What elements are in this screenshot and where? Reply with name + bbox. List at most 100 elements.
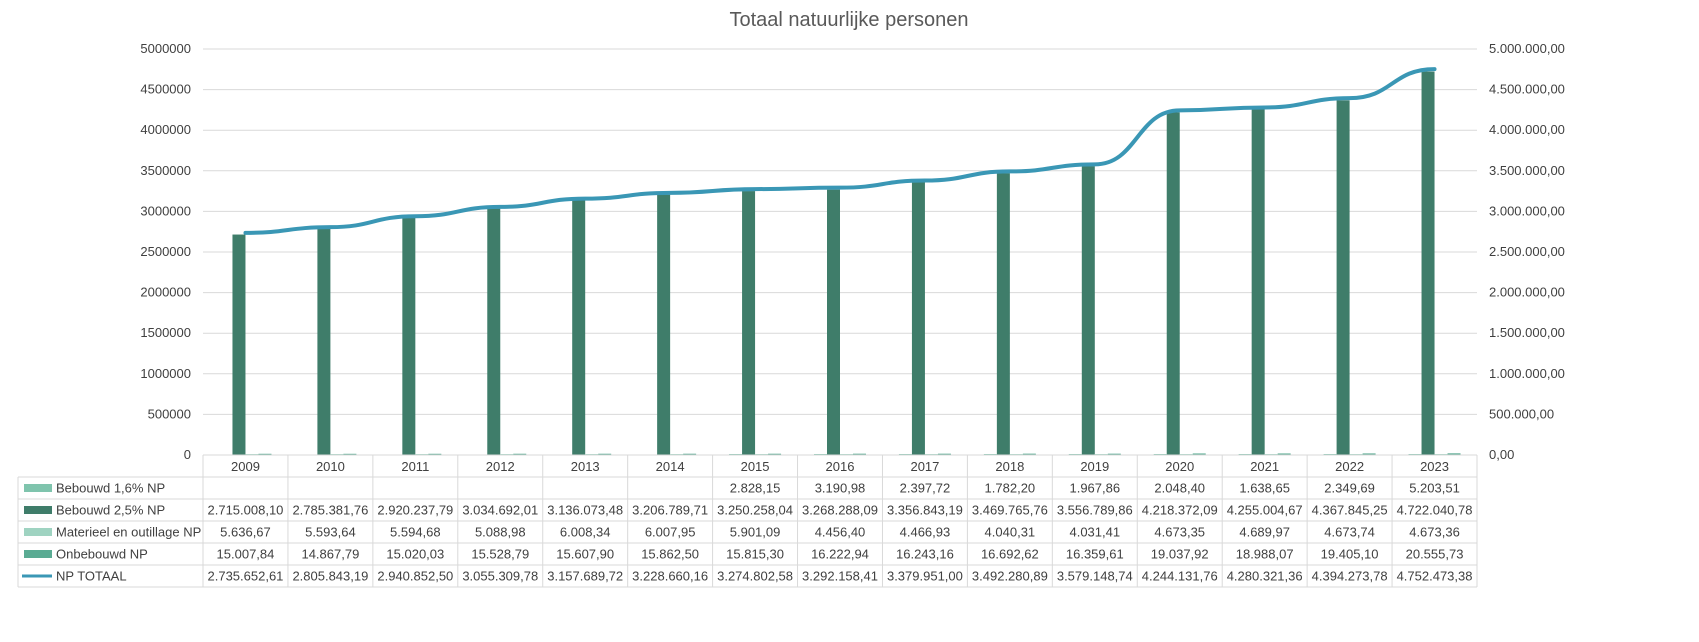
bar-onbebouwd [937, 453, 951, 455]
x-category-label: 2016 [826, 459, 855, 474]
table-cell-bebouwd16: 2.397,72 [900, 481, 951, 496]
bar-onbebouwd [598, 453, 612, 455]
bar-bebouwd25 [402, 217, 416, 455]
table-cell-onbebouwd: 18.988,07 [1236, 547, 1294, 562]
table-cell-onbebouwd: 15.020,03 [386, 547, 444, 562]
table-cell-bebouwd16: 2.349,69 [1324, 481, 1375, 496]
y-left-tick-label: 0 [184, 447, 191, 462]
y-left-tick-label: 1500000 [140, 325, 191, 340]
table-cell-onbebouwd: 16.222,94 [811, 547, 869, 562]
table-cell-materieel: 5.594,68 [390, 525, 441, 540]
table-cell-onbebouwd: 19.405,10 [1321, 547, 1379, 562]
table-cell-onbebouwd: 20.555,73 [1406, 547, 1464, 562]
bar-bebouwd25 [996, 173, 1010, 456]
x-category-label: 2013 [571, 459, 600, 474]
table-cell-bebouwd25: 4.255.004,67 [1227, 503, 1303, 518]
table-cell-totaal: 3.492.280,89 [972, 569, 1048, 584]
table-cell-materieel: 6.008,34 [560, 525, 611, 540]
table-cell-bebouwd16: 1.638,65 [1239, 481, 1290, 496]
y-right-tick-label: 3.500.000,00 [1489, 163, 1565, 178]
table-cell-bebouwd16: 3.190,98 [815, 481, 866, 496]
table-cell-materieel: 4.456,40 [815, 525, 866, 540]
table-cell-totaal: 4.244.131,76 [1142, 569, 1218, 584]
table-cell-bebouwd16: 2.048,40 [1154, 481, 1205, 496]
table-cell-totaal: 3.579.148,74 [1057, 569, 1133, 584]
bar-bebouwd25 [1336, 100, 1350, 455]
bar-onbebouwd [683, 453, 697, 455]
x-category-label: 2022 [1335, 459, 1364, 474]
bar-bebouwd25 [1166, 112, 1180, 455]
bar-onbebouwd [853, 453, 866, 455]
table-cell-onbebouwd: 15.528,79 [471, 547, 529, 562]
table-cell-bebouwd16: 1.967,86 [1069, 481, 1120, 496]
table-cell-onbebouwd: 14.867,79 [301, 547, 359, 562]
table-cell-onbebouwd: 16.692,62 [981, 547, 1039, 562]
bar-bebouwd25 [657, 194, 671, 455]
bar-bebouwd25 [232, 234, 246, 455]
legend-label-totaal: NP TOTAAL [56, 569, 127, 584]
bar-onbebouwd [1362, 453, 1376, 455]
bar-bebouwd25 [1081, 166, 1095, 455]
x-category-label: 2020 [1165, 459, 1194, 474]
y-left-tick-label: 2000000 [140, 285, 191, 300]
table-cell-onbebouwd: 15.607,90 [556, 547, 614, 562]
bar-bebouwd25 [827, 189, 840, 456]
bar-bebouwd25 [572, 200, 586, 455]
bar-onbebouwd [428, 453, 442, 455]
table-cell-totaal: 4.752.473,38 [1397, 569, 1473, 584]
legend-label-bebouwd16: Bebouwd 1,6% NP [56, 481, 165, 496]
table-cell-materieel: 5.636,67 [220, 525, 271, 540]
table-cell-totaal: 4.280.321,36 [1227, 569, 1303, 584]
table-cell-bebouwd25: 4.722.040,78 [1397, 503, 1473, 518]
y-left-tick-label: 500000 [148, 406, 191, 421]
table-cell-bebouwd25: 3.469.765,76 [972, 503, 1048, 518]
bar-onbebouwd [1447, 453, 1461, 455]
legend-key-onbebouwd [24, 550, 52, 558]
y-left-tick-label: 4500000 [140, 82, 191, 97]
table-cell-bebouwd25: 4.367.845,25 [1312, 503, 1388, 518]
table-cell-bebouwd25: 3.356.843,19 [887, 503, 963, 518]
table-cell-totaal: 2.735.652,61 [208, 569, 284, 584]
bar-onbebouwd [343, 453, 357, 455]
x-category-label: 2019 [1080, 459, 1109, 474]
y-right-tick-label: 5.000.000,00 [1489, 41, 1565, 56]
bar-onbebouwd [513, 453, 527, 455]
right-axis: 0,00 500.000,00 1.000.000,00 1.500.000,00 2.… [1489, 41, 1565, 462]
table-cell-bebouwd16: 1.782,20 [985, 481, 1036, 496]
table-cell-onbebouwd: 15.007,84 [217, 547, 275, 562]
y-left-tick-label: 5000000 [140, 41, 191, 56]
table-cell-totaal: 3.157.689,72 [547, 569, 623, 584]
table-cell-materieel: 4.673,35 [1154, 525, 1205, 540]
x-category-label: 2018 [995, 459, 1024, 474]
y-left-tick-label: 3500000 [140, 163, 191, 178]
x-category-label: 2015 [741, 459, 770, 474]
y-right-tick-label: 2.500.000,00 [1489, 244, 1565, 259]
x-category-label: 2011 [401, 459, 429, 474]
table-cell-bebouwd25: 3.250.258,04 [717, 503, 793, 518]
table-cell-bebouwd25: 3.556.789,86 [1057, 503, 1133, 518]
legend-key-materieel [24, 528, 52, 536]
table-cell-materieel: 4.031,41 [1069, 525, 1120, 540]
table-cell-materieel: 5.088,98 [475, 525, 526, 540]
bars [232, 71, 1461, 456]
table-cell-onbebouwd: 16.359,61 [1066, 547, 1124, 562]
bar-bebouwd25 [317, 228, 331, 455]
table-cell-materieel: 4.689,97 [1239, 525, 1290, 540]
table-cell-bebouwd25: 4.218.372,09 [1142, 503, 1218, 518]
y-right-tick-label: 1.000.000,00 [1489, 366, 1565, 381]
bar-onbebouwd [768, 453, 782, 455]
y-right-tick-label: 500.000,00 [1489, 406, 1554, 421]
x-category-label: 2010 [316, 459, 345, 474]
bar-bebouwd25 [742, 191, 756, 455]
table-cell-bebouwd25: 2.715.008,10 [208, 503, 284, 518]
line-totaal [243, 67, 1437, 235]
data-table: 2009 2010 2011 2012 2013 2014 2015 2016 2017 2018… [17, 454, 1478, 588]
y-left-tick-label: 4000000 [140, 122, 191, 137]
table-cell-totaal: 3.292.158,41 [802, 569, 878, 584]
table-cell-bebouwd25: 3.034.692,01 [462, 503, 538, 518]
table-cell-totaal: 2.940.852,50 [377, 569, 453, 584]
left-axis: 0 500000 1000000 1500000 2000000 2500000 30000… [140, 41, 191, 462]
table-cell-onbebouwd: 19.037,92 [1151, 547, 1209, 562]
table-cell-bebouwd25: 3.268.288,09 [802, 503, 878, 518]
